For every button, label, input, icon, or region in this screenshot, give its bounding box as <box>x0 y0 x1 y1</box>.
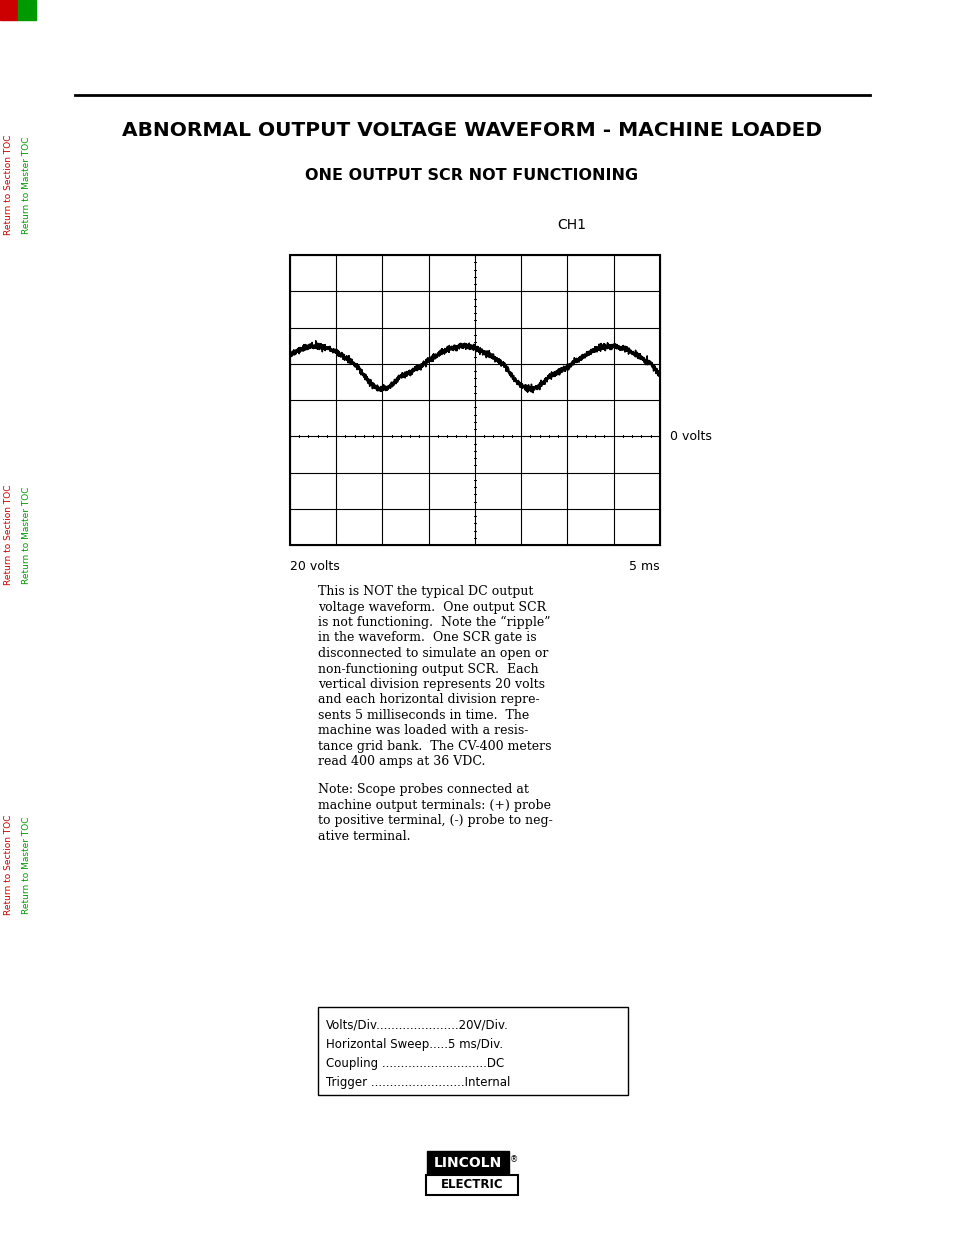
Text: tance grid bank.  The CV-400 meters: tance grid bank. The CV-400 meters <box>317 740 551 753</box>
Text: ABNORMAL OUTPUT VOLTAGE WAVEFORM - MACHINE LOADED: ABNORMAL OUTPUT VOLTAGE WAVEFORM - MACHI… <box>122 121 821 140</box>
Text: Return to Master TOC: Return to Master TOC <box>23 487 31 584</box>
Text: 20 volts: 20 volts <box>290 559 339 573</box>
Text: ative terminal.: ative terminal. <box>317 830 410 842</box>
Bar <box>427 1151 509 1174</box>
Text: Note: Scope probes connected at: Note: Scope probes connected at <box>317 783 528 797</box>
Text: ONE OUTPUT SCR NOT FUNCTIONING: ONE OUTPUT SCR NOT FUNCTIONING <box>305 168 638 183</box>
Text: disconnected to simulate an open or: disconnected to simulate an open or <box>317 647 548 659</box>
Bar <box>290 254 659 545</box>
Text: Coupling ............................DC: Coupling ............................DC <box>326 1057 504 1070</box>
Text: 5 ms: 5 ms <box>629 559 659 573</box>
Text: and each horizontal division repre-: and each horizontal division repre- <box>317 694 539 706</box>
Text: CH1: CH1 <box>557 219 586 232</box>
Bar <box>18 0 36 20</box>
Text: Volts/Div......................20V/Div.: Volts/Div......................20V/Div. <box>326 1019 508 1032</box>
Bar <box>426 1174 517 1195</box>
Text: is not functioning.  Note the “ripple”: is not functioning. Note the “ripple” <box>317 616 550 630</box>
Text: Return to Section TOC: Return to Section TOC <box>5 135 13 235</box>
Text: voltage waveform.  One output SCR: voltage waveform. One output SCR <box>317 600 545 614</box>
Text: Horizontal Sweep.....5 ms/Div.: Horizontal Sweep.....5 ms/Div. <box>326 1037 502 1051</box>
Text: Return to Section TOC: Return to Section TOC <box>5 815 13 915</box>
Text: machine was loaded with a resis-: machine was loaded with a resis- <box>317 725 528 737</box>
Text: vertical division represents 20 volts: vertical division represents 20 volts <box>317 678 544 692</box>
Bar <box>317 1007 627 1095</box>
Text: sents 5 milliseconds in time.  The: sents 5 milliseconds in time. The <box>317 709 529 722</box>
Text: ELECTRIC: ELECTRIC <box>440 1178 503 1192</box>
Text: 0 volts: 0 volts <box>669 430 711 443</box>
Text: read 400 amps at 36 VDC.: read 400 amps at 36 VDC. <box>317 756 485 768</box>
Text: machine output terminals: (+) probe: machine output terminals: (+) probe <box>317 799 551 811</box>
Text: Return to Master TOC: Return to Master TOC <box>23 136 31 233</box>
Text: in the waveform.  One SCR gate is: in the waveform. One SCR gate is <box>317 631 536 645</box>
Text: Return to Master TOC: Return to Master TOC <box>23 816 31 914</box>
Text: Return to Section TOC: Return to Section TOC <box>5 485 13 585</box>
Text: LINCOLN: LINCOLN <box>434 1156 501 1170</box>
Bar <box>0 0 18 20</box>
Text: Trigger .........................Internal: Trigger .........................Interna… <box>326 1076 510 1089</box>
Text: ®: ® <box>510 1155 517 1165</box>
Text: non-functioning output SCR.  Each: non-functioning output SCR. Each <box>317 662 538 676</box>
Text: This is NOT the typical DC output: This is NOT the typical DC output <box>317 585 533 598</box>
Text: to positive terminal, (-) probe to neg-: to positive terminal, (-) probe to neg- <box>317 814 552 827</box>
